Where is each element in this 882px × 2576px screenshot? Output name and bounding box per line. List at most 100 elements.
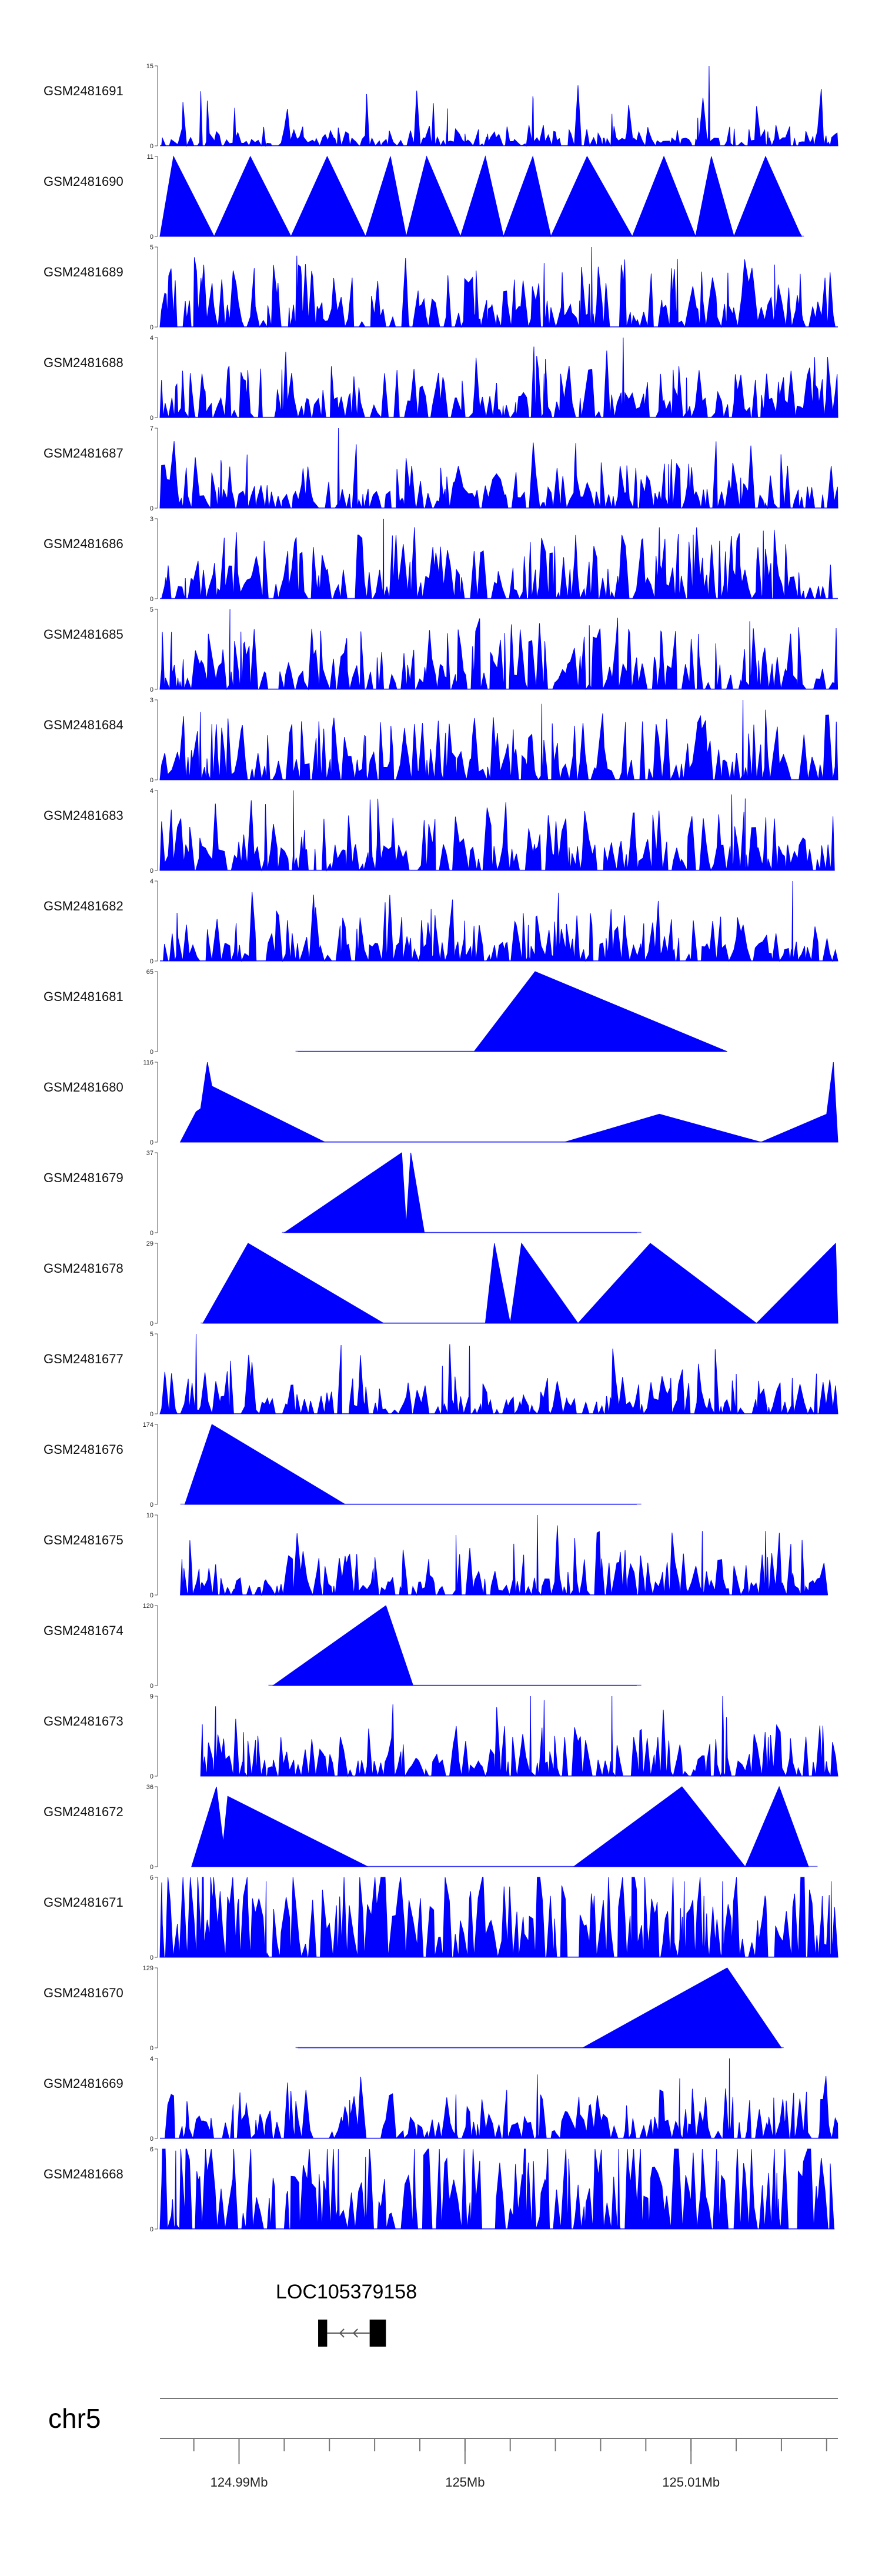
track-GSM2481678: GSM2481678 29 0 xyxy=(44,1240,838,1327)
signal-area xyxy=(191,1786,809,1867)
gene-label: LOC105379158 xyxy=(276,2281,417,2303)
track-GSM2481668: GSM2481668 6 0 xyxy=(44,2146,835,2233)
signal-area xyxy=(159,699,838,781)
track-label: GSM2481672 xyxy=(44,1804,123,1819)
y-min-label: 0 xyxy=(150,1049,153,1056)
track-label: GSM2481685 xyxy=(44,627,123,642)
signal-area xyxy=(159,609,838,690)
track-GSM2481679: GSM2481679 37 0 xyxy=(44,1150,642,1237)
signal-area xyxy=(283,1152,637,1233)
signal-area xyxy=(180,1514,828,1596)
signal-area xyxy=(298,1967,782,2048)
signal-area xyxy=(184,1424,637,1505)
signal-area xyxy=(159,155,803,238)
y-max-label: 4 xyxy=(150,878,153,885)
y-min-label: 0 xyxy=(150,233,153,241)
y-min-label: 0 xyxy=(150,2226,153,2233)
y-max-label: 3 xyxy=(150,697,153,704)
track-GSM2481682: GSM2481682 4 0 xyxy=(44,878,838,965)
y-min-label: 0 xyxy=(150,1501,153,1509)
axis-tick-label: 124.99Mb xyxy=(211,2475,268,2490)
signal-area xyxy=(159,1333,838,1415)
y-min-label: 0 xyxy=(150,505,153,512)
y-max-label: 116 xyxy=(143,1059,153,1066)
y-max-label: 4 xyxy=(150,2056,153,2063)
track-GSM2481691: GSM2481691 15 0 xyxy=(44,63,838,150)
y-max-label: 174 xyxy=(143,1422,153,1429)
track-GSM2481674: GSM2481674 120 0 xyxy=(44,1603,642,1690)
track-GSM2481686: GSM2481686 3 0 xyxy=(44,516,838,603)
y-max-label: 3 xyxy=(150,516,153,523)
track-label: GSM2481673 xyxy=(44,1714,123,1729)
gene-exon-left xyxy=(318,2320,328,2347)
y-max-label: 129 xyxy=(143,1965,153,1972)
y-max-label: 65 xyxy=(146,969,153,976)
track-GSM2481669: GSM2481669 4 0 xyxy=(44,2056,838,2143)
y-max-label: 36 xyxy=(146,1784,153,1791)
y-max-label: 9 xyxy=(150,1693,153,1700)
y-min-label: 0 xyxy=(150,1139,153,1146)
y-min-label: 0 xyxy=(150,415,153,422)
y-min-label: 0 xyxy=(150,1954,153,1961)
track-GSM2481671: GSM2481671 6 0 xyxy=(44,1874,838,1961)
y-max-label: 5 xyxy=(150,244,153,251)
strand-arrow-icon xyxy=(352,2328,358,2338)
track-label: GSM2481688 xyxy=(44,355,123,370)
signal-area xyxy=(160,518,838,600)
strand-arrow-icon xyxy=(339,2328,345,2338)
track-GSM2481690: GSM2481690 11 0 xyxy=(44,154,804,241)
signal-area xyxy=(159,1877,838,1958)
y-max-label: 29 xyxy=(146,1240,153,1247)
y-max-label: 11 xyxy=(147,154,153,161)
signal-tracks: GSM2481691150GSM2481690110GSM248168950GS… xyxy=(44,63,838,2233)
axis-tick-label: 125Mb xyxy=(445,2475,485,2490)
track-GSM2481675: GSM2481675 10 0 xyxy=(44,1512,828,1599)
y-min-label: 0 xyxy=(150,958,153,965)
y-min-label: 0 xyxy=(150,596,153,603)
axis-tick-label: 125.01Mb xyxy=(662,2475,720,2490)
signal-area xyxy=(272,1605,637,1686)
signal-area xyxy=(159,790,835,872)
track-label: GSM2481690 xyxy=(44,174,123,189)
y-max-label: 10 xyxy=(146,1512,153,1519)
signal-area xyxy=(159,2148,835,2230)
track-GSM2481687: GSM2481687 7 0 xyxy=(44,425,838,512)
signal-area xyxy=(202,1242,838,1324)
y-max-label: 6 xyxy=(150,2146,153,2153)
signal-area xyxy=(298,971,727,1052)
y-min-label: 0 xyxy=(150,777,153,784)
y-max-label: 4 xyxy=(150,788,153,795)
track-label: GSM2481687 xyxy=(44,446,123,461)
signal-area xyxy=(159,246,838,328)
y-max-label: 6 xyxy=(150,1874,153,1881)
track-label: GSM2481671 xyxy=(44,1895,123,1910)
track-GSM2481677: GSM2481677 5 0 xyxy=(44,1331,838,1418)
y-max-label: 15 xyxy=(146,63,153,70)
track-label: GSM2481683 xyxy=(44,808,123,823)
y-min-label: 0 xyxy=(150,1592,153,1599)
track-GSM2481689: GSM2481689 5 0 xyxy=(44,244,838,331)
y-max-label: 37 xyxy=(146,1150,153,1157)
track-GSM2481670: GSM2481670 129 0 xyxy=(44,1965,784,2052)
signal-area xyxy=(159,337,838,419)
y-min-label: 0 xyxy=(150,867,153,875)
track-label: GSM2481681 xyxy=(44,989,123,1004)
track-label: GSM2481675 xyxy=(44,1533,123,1547)
track-GSM2481672: GSM2481672 36 0 xyxy=(44,1784,818,1871)
track-label: GSM2481679 xyxy=(44,1170,123,1185)
track-GSM2481681: GSM2481681 65 0 xyxy=(44,969,727,1056)
y-min-label: 0 xyxy=(150,143,153,150)
track-GSM2481685: GSM2481685 5 0 xyxy=(44,606,838,693)
y-max-label: 5 xyxy=(150,606,153,613)
track-label: GSM2481686 xyxy=(44,536,123,551)
genome-axis: chr5 124.99Mb 125Mb 125.01Mb xyxy=(48,2398,838,2490)
y-min-label: 0 xyxy=(150,324,153,331)
signal-area xyxy=(160,880,838,962)
y-max-label: 4 xyxy=(150,335,153,342)
track-label: GSM2481689 xyxy=(44,265,123,279)
track-GSM2481683: GSM2481683 4 0 xyxy=(44,788,835,875)
y-min-label: 0 xyxy=(150,2045,153,2052)
track-label: GSM2481680 xyxy=(44,1080,123,1095)
y-min-label: 0 xyxy=(150,1320,153,1327)
track-label: GSM2481677 xyxy=(44,1352,123,1366)
